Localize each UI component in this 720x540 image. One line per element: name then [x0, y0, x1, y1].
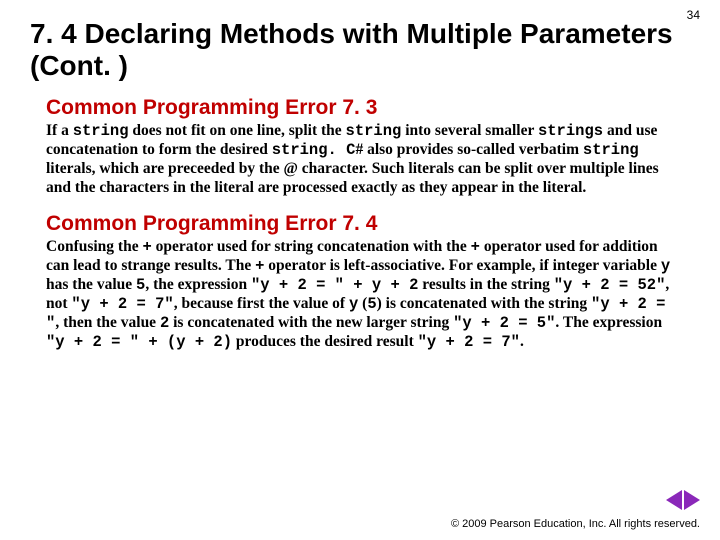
code-string: string	[346, 122, 402, 140]
content-area: Common Programming Error 7. 3 If a strin…	[0, 96, 720, 351]
copyright-text: © 2009 Pearson Education, Inc. All right…	[451, 518, 700, 530]
section-1-heading: Common Programming Error 7. 3	[46, 96, 680, 120]
code-result-7b: "y + 2 = 7"	[418, 333, 520, 351]
section-2-heading: Common Programming Error 7. 4	[46, 212, 680, 236]
slide-title: 7. 4 Declaring Methods with Multiple Par…	[0, 0, 720, 90]
code-5: 5	[367, 295, 376, 313]
text: , because first the value of	[174, 295, 349, 312]
text: does not fit on one line, split the	[129, 122, 346, 139]
code-str5: "y + 2 = 5"	[453, 314, 555, 332]
code-y: y	[349, 295, 358, 313]
code-string: string	[583, 141, 639, 159]
text: produces the desired result	[232, 333, 418, 350]
code-expr-paren: "y + 2 = " + (y + 2)	[46, 333, 232, 351]
code-expr: "y + 2 = " + y + 2	[251, 276, 418, 294]
next-arrow-icon[interactable]	[684, 490, 700, 510]
text: operator used for string concatenation w…	[152, 238, 471, 255]
code-string-c: string. C	[272, 141, 356, 159]
code-strings: strings	[538, 122, 603, 140]
text: # also provides so-called verbatim	[355, 141, 582, 158]
text: ) is concatenated with the string	[377, 295, 591, 312]
code-2: 2	[160, 314, 169, 332]
text: results in the string	[418, 276, 553, 293]
text: . The expression	[555, 314, 662, 331]
code-y: y	[661, 257, 670, 275]
code-5: 5	[136, 276, 145, 294]
text: (	[358, 295, 367, 312]
code-plus: +	[471, 238, 480, 256]
text: literals, which are preceeded by the @ c…	[46, 160, 659, 196]
page-number: 34	[687, 8, 700, 22]
text: , the expression	[145, 276, 251, 293]
footer: © 2009 Pearson Education, Inc. All right…	[451, 518, 700, 530]
text: Confusing the	[46, 238, 142, 255]
text: has the value	[46, 276, 136, 293]
code-result-52: "y + 2 = 52"	[554, 276, 666, 294]
section-2-body: Confusing the + operator used for string…	[46, 238, 680, 351]
text: into several smaller	[401, 122, 538, 139]
text: , then the value	[55, 314, 160, 331]
text: If a	[46, 122, 73, 139]
code-plus: +	[142, 238, 151, 256]
section-1-body: If a string does not fit on one line, sp…	[46, 122, 680, 198]
text: .	[520, 333, 524, 350]
code-result-7: "y + 2 = 7"	[71, 295, 173, 313]
nav-arrows	[666, 490, 700, 510]
text: is concatenated with the new larger stri…	[169, 314, 453, 331]
code-string: string	[73, 122, 129, 140]
text: operator is left-associative. For exampl…	[264, 257, 660, 274]
prev-arrow-icon[interactable]	[666, 490, 682, 510]
